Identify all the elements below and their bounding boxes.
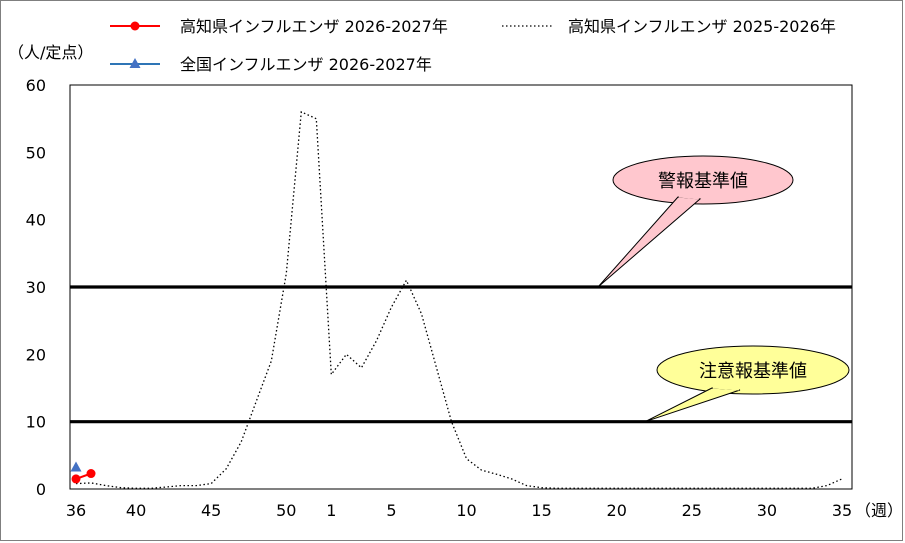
- callout-alarm: 警報基準値: [597, 155, 794, 288]
- legend-marker-triangle: [129, 58, 141, 68]
- legend-item-kochi-2025: 高知県インフルエンザ 2025-2026年: [502, 17, 836, 36]
- series-point-national-2026: [70, 461, 82, 472]
- x-tick-label: 5: [386, 501, 396, 520]
- x-axis-unit: （週）: [855, 501, 903, 520]
- callout-label: 警報基準値: [658, 171, 748, 192]
- x-tick-label: 40: [126, 501, 146, 520]
- series-point-kochi-2026: [71, 474, 81, 484]
- series-line-kochi-2025: [75, 110, 843, 489]
- x-tick-label: 35: [832, 501, 852, 520]
- y-tick-label: 40: [26, 211, 46, 230]
- legend: 高知県インフルエンザ 2026-2027年 高知県インフルエンザ 2025-20…: [110, 17, 836, 74]
- callout-bubble: [612, 155, 794, 205]
- x-tick-label: 25: [682, 501, 702, 520]
- x-tick-label: 50: [276, 501, 296, 520]
- y-tick-label: 30: [26, 278, 46, 297]
- threshold-lines: [70, 285, 852, 424]
- legend-item-national-2026: 全国インフルエンザ 2026-2027年: [110, 55, 432, 74]
- y-axis-unit: （人/定点）: [8, 43, 93, 62]
- x-tick-label: 30: [757, 501, 777, 520]
- y-tick-label: 20: [26, 345, 46, 364]
- legend-item-kochi-2026: 高知県インフルエンザ 2026-2027年: [110, 17, 448, 36]
- callout-label: 注意報基準値: [699, 361, 807, 382]
- legend-label-national-2026: 全国インフルエンザ 2026-2027年: [180, 55, 432, 74]
- y-tick-label: 10: [26, 413, 46, 432]
- series-point-kochi-2026: [86, 469, 96, 479]
- callout-seam: [712, 385, 740, 391]
- callout-seam: [678, 194, 700, 200]
- legend-marker-circle: [130, 21, 140, 31]
- y-tick-label: 60: [26, 76, 46, 95]
- x-tick-label: 20: [607, 501, 627, 520]
- x-tick-label: 10: [456, 501, 476, 520]
- callout-warning: 注意報基準値: [644, 345, 850, 423]
- y-tick-label: 0: [36, 480, 46, 499]
- legend-label-kochi-2025: 高知県インフルエンザ 2025-2026年: [568, 17, 836, 36]
- x-tick-label: 36: [66, 501, 86, 520]
- x-tick-label: 15: [531, 501, 551, 520]
- x-tick-label: 45: [201, 501, 221, 520]
- x-axis-ticks: 36 40 45 50 1 5 10 15 20 25 30 35: [66, 501, 852, 520]
- y-tick-label: 50: [26, 143, 46, 162]
- data-series: [70, 110, 843, 489]
- legend-label-kochi-2026: 高知県インフルエンザ 2026-2027年: [180, 17, 448, 36]
- callout-bubble: [656, 345, 850, 395]
- x-tick-label: 1: [326, 501, 336, 520]
- y-axis-ticks: 0 10 20 30 40 50 60: [26, 76, 46, 499]
